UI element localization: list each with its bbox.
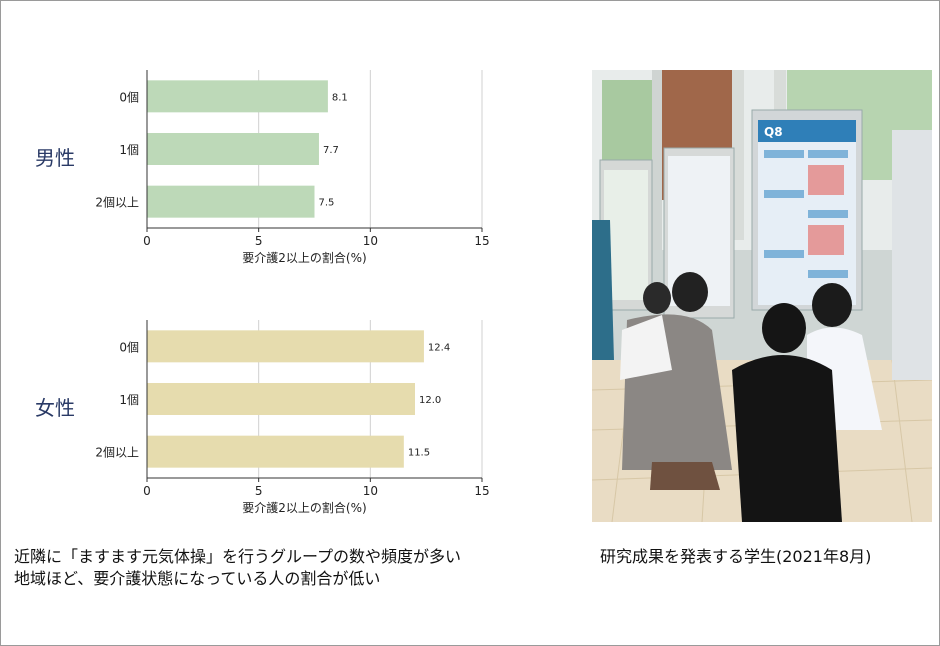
category-label: 0個	[119, 90, 139, 104]
x-tick-label: 10	[363, 484, 378, 498]
bar	[147, 80, 328, 113]
x-axis-title: 要介護2以上の割合(%)	[242, 500, 366, 515]
x-tick-label: 0	[143, 234, 151, 248]
presentation-photo: Q8	[592, 70, 932, 522]
data-label: 12.0	[419, 395, 441, 406]
x-axis-title: 要介護2以上の割合(%)	[242, 250, 366, 265]
x-tick-label: 5	[255, 234, 263, 248]
bar	[147, 133, 319, 165]
x-tick-label: 15	[474, 234, 489, 248]
category-label: 2個以上	[95, 196, 139, 210]
data-label: 7.7	[323, 145, 339, 156]
caption-line-2: 地域ほど、要介護状態になっている人の割合が低い	[14, 569, 381, 588]
x-tick-label: 10	[363, 234, 378, 248]
x-tick-label: 5	[255, 484, 263, 498]
bar	[147, 185, 315, 218]
photo-caption: 研究成果を発表する学生(2021年8月)	[600, 547, 872, 566]
category-label: 0個	[119, 340, 139, 354]
bar	[147, 435, 404, 468]
category-label: 2個以上	[95, 446, 139, 460]
data-label: 8.1	[332, 92, 348, 103]
x-tick-label: 15	[474, 484, 489, 498]
photo-illustration: Q8	[592, 70, 932, 522]
data-label: 7.5	[319, 198, 335, 209]
category-label: 1個	[119, 393, 139, 407]
women-bar-chart: 女性 12.4 12.0 11.5 0個 1個 2個以上 0 5 10 15 要介護2以上の割合(…	[35, 320, 490, 515]
data-label: 12.4	[428, 342, 450, 353]
x-tick-label: 0	[143, 484, 151, 498]
data-label: 11.5	[408, 448, 430, 459]
left-caption: 近隣に「ますます元気体操」を行うグループの数や頻度が多い 地域ほど、要介護状態に…	[14, 546, 574, 590]
group-label-women: 女性	[35, 396, 75, 420]
poster-label: Q8	[764, 125, 783, 139]
group-label-men: 男性	[35, 146, 75, 170]
bar	[147, 383, 415, 415]
bar	[147, 330, 424, 363]
men-bar-chart: 男性 8.1 7.7 7.5 0個 1個 2個以上 0 5 10 15 要介護2以上の割合(%)	[35, 70, 490, 265]
category-label: 1個	[119, 143, 139, 157]
caption-line-1: 近隣に「ますます元気体操」を行うグループの数や頻度が多い	[14, 547, 462, 566]
